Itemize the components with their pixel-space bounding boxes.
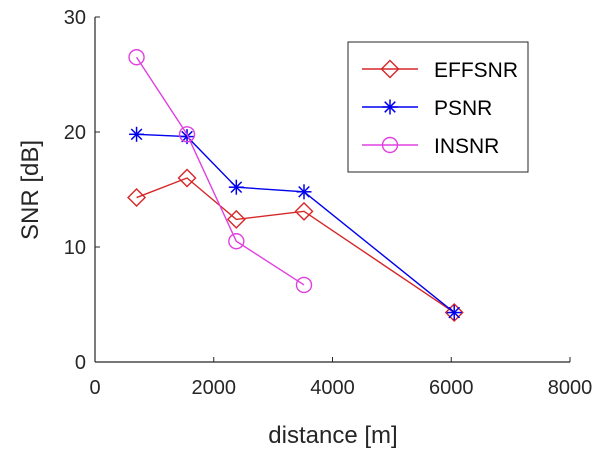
legend-marker (380, 59, 400, 79)
x-tick-label: 4000 (310, 377, 355, 399)
data-point (444, 303, 464, 323)
data-point (295, 276, 313, 294)
legend: EFFSNR PSNR INSNR (347, 41, 529, 173)
y-tick-label: 20 (64, 122, 86, 144)
series-effsnr (127, 168, 464, 323)
series-layer (127, 49, 464, 323)
data-point (294, 201, 314, 221)
series-psnr (129, 126, 462, 321)
data-point (129, 126, 145, 142)
data-point (226, 209, 246, 229)
data-point (228, 179, 244, 195)
legend-label: PSNR (434, 97, 492, 120)
legend-marker (382, 99, 398, 115)
data-point (178, 126, 196, 143)
data-point (177, 168, 197, 188)
legend-label: INSNR (434, 135, 499, 158)
x-tick-label: 6000 (429, 377, 474, 399)
series-line (135, 56, 305, 286)
legend-marker (381, 136, 399, 154)
y-tick-label: 10 (64, 237, 86, 259)
legend-item-effsnr: EFFSNR (362, 59, 518, 82)
x-tick-label: 8000 (548, 377, 593, 399)
data-point (296, 184, 312, 200)
x-tick-label: 0 (89, 377, 100, 399)
data-point (446, 305, 462, 321)
x-axis-label: distance [m] (268, 422, 397, 449)
legend-label: EFFSNR (434, 59, 518, 82)
data-point (228, 233, 245, 250)
data-point (128, 49, 145, 66)
series-insnr (128, 49, 313, 294)
axes: 0 2000 4000 6000 8000 0 10 20 30 (64, 7, 593, 399)
x-tick-label: 2000 (192, 377, 237, 399)
y-tick-label: 0 (75, 352, 86, 374)
y-axis-label: SNR [dB] (17, 140, 44, 240)
series-line (136, 177, 455, 314)
legend-item-psnr: PSNR (362, 97, 492, 120)
y-tick-label: 30 (64, 7, 86, 29)
legend-item-insnr: INSNR (362, 135, 499, 158)
data-point (127, 188, 147, 208)
